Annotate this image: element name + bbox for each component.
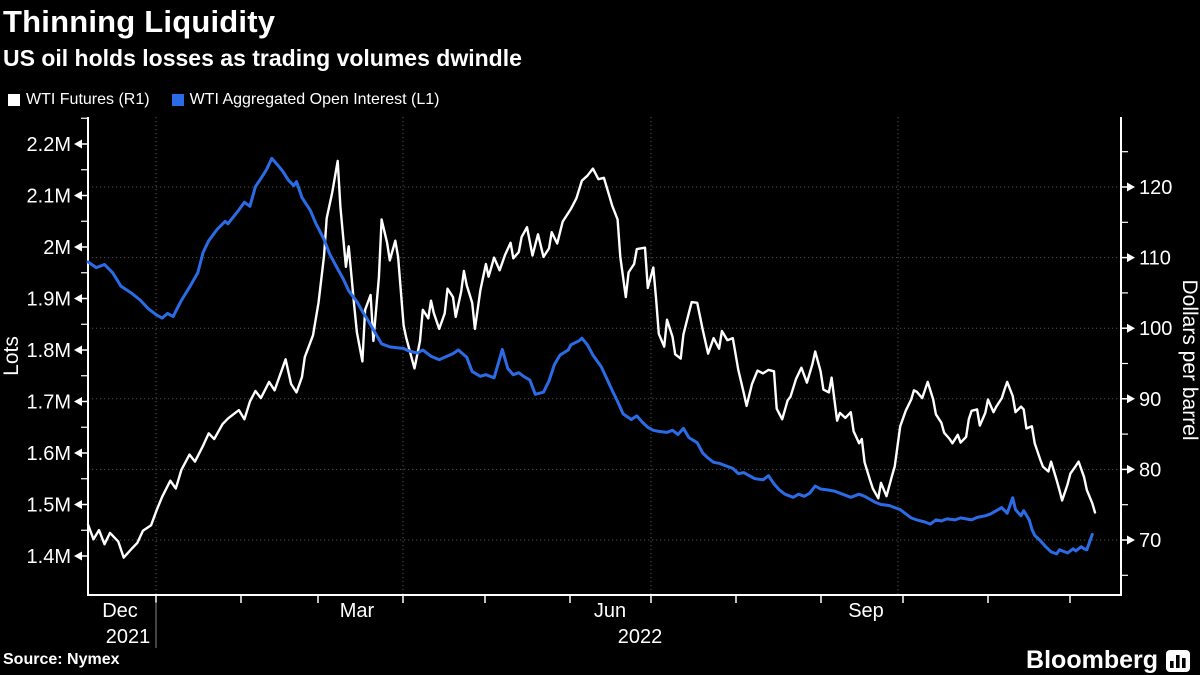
left-tick-arrow bbox=[74, 191, 82, 200]
left-tick-label: 2.2M bbox=[27, 134, 71, 156]
right-tick-arrow bbox=[1127, 253, 1135, 263]
right-axis-title: Dollars per barrel bbox=[1178, 279, 1200, 440]
right-tick-arrow bbox=[1127, 182, 1135, 192]
month-label: Jun bbox=[594, 600, 626, 622]
left-tick-label: 1.4M bbox=[27, 546, 71, 568]
left-tick-arrow bbox=[74, 294, 82, 303]
right-tick-label: 70 bbox=[1139, 530, 1161, 552]
page-title: Thinning Liquidity bbox=[3, 4, 276, 39]
legend-swatch-white bbox=[8, 94, 20, 106]
left-tick-label: 2.1M bbox=[27, 186, 71, 208]
month-label: Mar bbox=[340, 600, 375, 622]
legend: WTI Futures (R1) WTI Aggregated Open Int… bbox=[8, 91, 439, 109]
series-line-wti-futures bbox=[86, 159, 1097, 559]
left-tick-label: 1.5M bbox=[27, 495, 71, 517]
left-tick-label: 1.9M bbox=[27, 289, 71, 311]
left-tick-arrow bbox=[74, 397, 82, 406]
month-label: Dec bbox=[102, 600, 138, 622]
month-label: Sep bbox=[848, 600, 884, 622]
right-tick-arrow bbox=[1127, 394, 1135, 404]
bloomberg-brand: Bloomberg bbox=[1026, 646, 1190, 675]
left-tick-arrow bbox=[74, 500, 82, 509]
right-tick-arrow bbox=[1127, 535, 1135, 545]
bloomberg-logo-icon bbox=[1166, 649, 1190, 672]
right-tick-arrow bbox=[1127, 464, 1135, 474]
page-subtitle: US oil holds losses as trading volumes d… bbox=[3, 45, 522, 71]
legend-label-open-interest: WTI Aggregated Open Interest (L1) bbox=[189, 91, 440, 108]
right-tick-label: 80 bbox=[1139, 459, 1161, 481]
right-tick-label: 100 bbox=[1139, 318, 1172, 340]
left-tick-label: 2M bbox=[43, 237, 71, 259]
left-tick-arrow bbox=[74, 551, 82, 561]
right-tick-label: 120 bbox=[1139, 177, 1172, 199]
right-tick-label: 90 bbox=[1139, 389, 1161, 411]
right-tick-arrow bbox=[1127, 323, 1135, 333]
left-axis-title: Lots bbox=[0, 336, 23, 376]
left-tick-label: 1.7M bbox=[27, 392, 71, 414]
bloomberg-wordmark: Bloomberg bbox=[1026, 646, 1158, 674]
legend-item-open-interest: WTI Aggregated Open Interest (L1) bbox=[171, 91, 440, 109]
series-line-open-interest bbox=[86, 156, 1094, 556]
legend-item-wti-futures: WTI Futures (R1) bbox=[8, 91, 150, 109]
legend-swatch-blue bbox=[171, 94, 184, 106]
year-label: 2022 bbox=[618, 626, 663, 648]
source-text: Source: Nymex bbox=[3, 651, 120, 668]
left-tick-arrow bbox=[74, 242, 82, 252]
left-tick-label: 1.6M bbox=[27, 443, 71, 465]
left-tick-arrow bbox=[74, 448, 82, 458]
left-tick-label: 1.8M bbox=[27, 340, 71, 362]
left-tick-arrow bbox=[74, 139, 82, 149]
year-label: 2021 bbox=[106, 626, 151, 648]
right-tick-label: 110 bbox=[1139, 248, 1171, 270]
legend-label-wti-futures: WTI Futures (R1) bbox=[26, 91, 150, 108]
left-tick-arrow bbox=[74, 345, 82, 355]
